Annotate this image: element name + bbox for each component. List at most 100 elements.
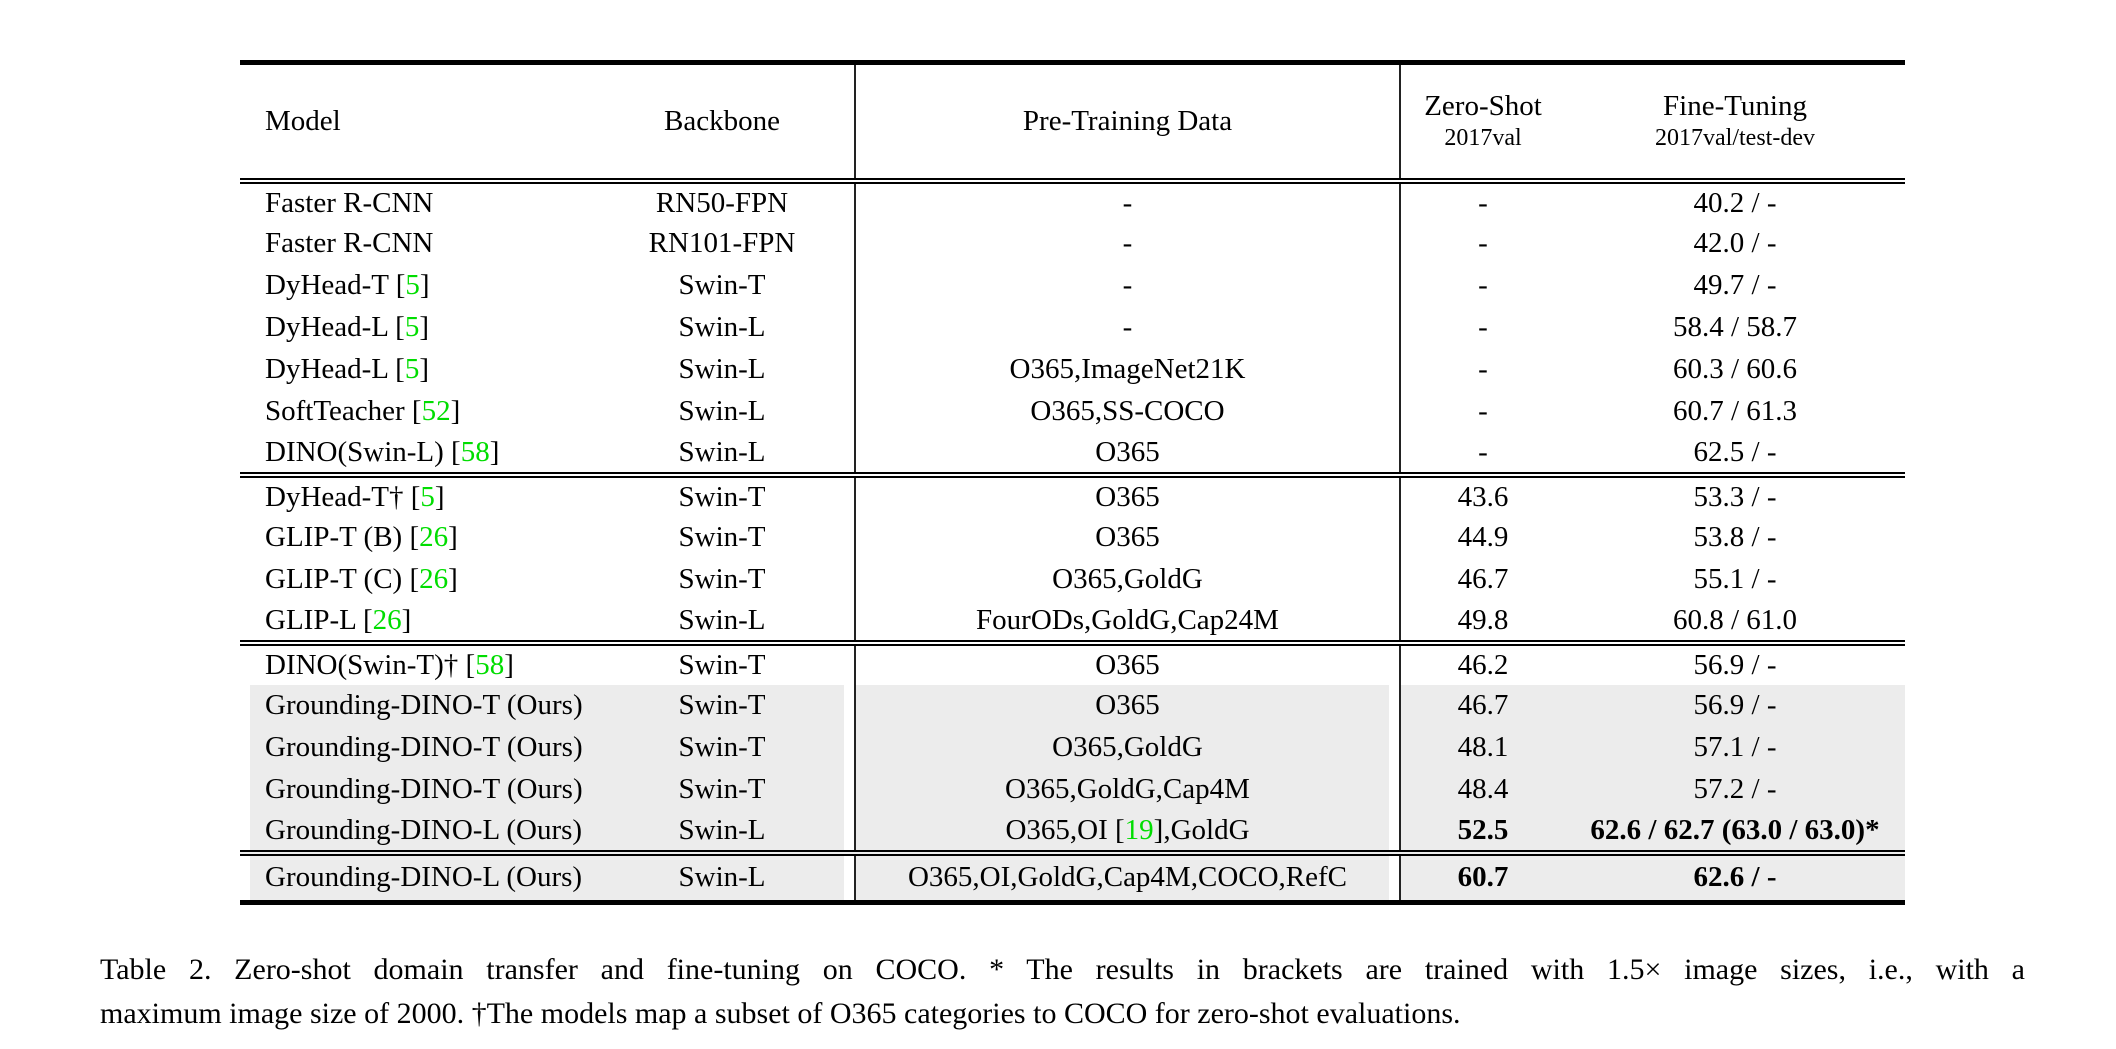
caption-line-1: Table 2. Zero-shot domain transfer and f… <box>100 953 2025 986</box>
cell-model: Grounding-DINO-T (Ours) <box>240 726 590 769</box>
cell-backbone: RN101-FPN <box>648 227 796 259</box>
cell-backbone: Swin-T <box>678 563 766 595</box>
column-header-finetuning-sub: 2017val/test-dev <box>1655 125 1815 152</box>
table-row: GLIP-T (C) [26] Swin-T O365,GoldG 46.7 55.1 … <box>240 558 1905 601</box>
cell-finetuning: 42.0 / - <box>1693 227 1777 259</box>
cell-model: Grounding-DINO-T (Ours) <box>240 684 590 727</box>
cell-backbone: Swin-L <box>678 311 766 343</box>
cell-pretraining: - <box>854 264 1400 307</box>
cell-pretraining: O365,OI,GoldG,Cap4M,COCO,RefC <box>854 849 1400 903</box>
cell-model: GLIP-T (B) [26] <box>265 521 458 553</box>
cell-model: GLIP-L [26] <box>265 603 412 636</box>
cell-model: Faster R-CNN <box>265 186 434 219</box>
cell-finetuning: 53.8 / - <box>1693 521 1777 553</box>
table-row: Faster R-CNN RN101-FPN - - 42.0 / - <box>240 222 1905 265</box>
column-header-zeroshot: Zero-Shot 2017val <box>1399 62 1565 184</box>
cell-backbone: Swin-T <box>590 471 855 517</box>
cell-backbone: Swin-T <box>590 639 855 685</box>
table-row: Grounding-DINO-T (Ours) Swin-T O365,GoldG 4… <box>240 726 1905 769</box>
cell-backbone: Swin-T <box>590 768 855 811</box>
cell-finetuning: 56.9 / - <box>1565 684 1905 727</box>
cell-zeroshot: - <box>1399 264 1565 307</box>
cell-pretraining: O365 <box>854 471 1400 517</box>
table-group-4: Grounding-DINO-L (Ours) Swin-L O365,OI,Gol… <box>240 849 1905 903</box>
cell-zeroshot: 46.2 <box>1399 639 1565 685</box>
cell-finetuning: 40.2 / - <box>1693 186 1777 219</box>
cell-finetuning: 60.7 / 61.3 <box>1672 395 1798 427</box>
cell-pretraining: O365 <box>854 516 1400 559</box>
cell-zeroshot: - <box>1399 222 1565 265</box>
citation-number: 5 <box>404 311 420 343</box>
cell-pretraining: O365 <box>854 432 1400 475</box>
table-row: Grounding-DINO-L (Ours) Swin-L O365,OI [19… <box>240 810 1905 853</box>
cell-model: Grounding-DINO-L (Ours) <box>240 849 590 903</box>
cell-finetuning: 56.9 / - <box>1565 639 1905 685</box>
table-caption: Table 2. Zero-shot domain transfer and f… <box>100 948 2025 1036</box>
cell-pretraining: O365,GoldG <box>854 558 1400 601</box>
table-group-1: Faster R-CNN RN50-FPN - -40.2 / - Faster R-C… <box>240 180 1905 475</box>
cell-model: DyHead-T [5] <box>265 269 430 301</box>
cell-pretraining: O365,GoldG <box>854 726 1400 769</box>
cell-zeroshot: 46.7 <box>1399 684 1565 727</box>
cell-pretraining: O365 <box>854 639 1400 685</box>
cell-backbone: Swin-L <box>678 353 766 385</box>
cell-backbone: Swin-T <box>590 726 855 769</box>
table-row: DyHead-T† [5] Swin-T O365 43.6 53.3 / - <box>240 471 1905 517</box>
column-header-backbone: Backbone <box>590 62 855 184</box>
cell-zeroshot: - <box>1399 348 1565 391</box>
table-row: GLIP-T (B) [26] Swin-T O365 44.9 53.8 / - <box>240 516 1905 559</box>
citation-number: 58 <box>460 435 490 468</box>
table-row: DyHead-L [5] Swin-L - - 58.4 / 58.7 <box>240 306 1905 349</box>
table-row: DyHead-T [5] Swin-T - - 49.7 / - <box>240 264 1905 307</box>
cell-model: DyHead-T† [5] <box>240 471 590 517</box>
cell-finetuning: 60.3 / 60.6 <box>1672 353 1798 385</box>
cell-zeroshot: - <box>1399 306 1565 349</box>
caption-line-2: maximum image size of 2000. †The models … <box>100 997 1461 1031</box>
cell-zeroshot: 48.4 <box>1399 768 1565 811</box>
cell-finetuning: 60.8 / 61.0 <box>1672 603 1798 636</box>
cell-zeroshot: 60.7 <box>1399 849 1565 903</box>
cell-pretraining: O365,ImageNet21K <box>854 348 1400 391</box>
cell-zeroshot: - <box>1399 432 1565 475</box>
cell-finetuning: 62.5 / - <box>1693 435 1777 468</box>
cell-model: DyHead-L [5] <box>265 311 430 343</box>
citation-number: 58 <box>475 648 505 681</box>
cell-model: DINO(Swin-T)† [58] <box>240 639 590 685</box>
cell-backbone: Swin-T <box>678 521 766 553</box>
cell-finetuning: 55.1 / - <box>1693 563 1777 595</box>
citation-number: 26 <box>419 563 449 595</box>
table-header: Model Backbone Pre-Training Data Zero-Sh… <box>240 62 1905 184</box>
cell-zeroshot: 43.6 <box>1399 471 1565 517</box>
column-header-model: Model <box>240 62 590 184</box>
results-table: Model Backbone Pre-Training Data Zero-Sh… <box>240 60 1905 905</box>
cell-finetuning: 62.6 / 62.7 (63.0 / 63.0)* <box>1565 810 1905 853</box>
cell-zeroshot: 49.8 <box>1399 600 1565 643</box>
cell-backbone: Swin-T <box>590 684 855 727</box>
cell-pretraining: O365,OI [19],GoldG <box>854 810 1400 853</box>
citation-number: 26 <box>419 521 449 553</box>
table-group-3: DINO(Swin-T)† [58] Swin-T O365 46.2 56.9 / -… <box>240 639 1905 853</box>
cell-pretraining: O365,GoldG,Cap4M <box>854 768 1400 811</box>
cell-zeroshot: 44.9 <box>1399 516 1565 559</box>
table-group-2: DyHead-T† [5] Swin-T O365 43.6 53.3 / - GLIP-… <box>240 471 1905 643</box>
cell-backbone: Swin-T <box>678 269 766 301</box>
cell-backbone: Swin-L <box>678 603 766 636</box>
citation-number: 19 <box>1124 813 1154 846</box>
column-header-pretraining: Pre-Training Data <box>854 62 1400 184</box>
citation-number: 52 <box>421 395 451 427</box>
table-row: DyHead-L [5] Swin-L O365,ImageNet21K - 60.3 … <box>240 348 1905 391</box>
cell-pretraining: FourODs,GoldG,Cap24M <box>854 600 1400 643</box>
cell-pretraining: - <box>854 180 1400 223</box>
cell-finetuning: 58.4 / 58.7 <box>1672 311 1798 343</box>
cell-backbone: RN50-FPN <box>655 186 789 219</box>
cell-backbone: Swin-L <box>590 810 855 853</box>
cell-model: DyHead-L [5] <box>265 353 430 385</box>
cell-zeroshot: - <box>1399 180 1565 223</box>
table-row: DINO(Swin-L) [58] Swin-L O365- 62.5 / - <box>240 432 1905 475</box>
column-header-finetuning: Fine-Tuning 2017val/test-dev <box>1565 62 1905 184</box>
cell-pretraining: O365,SS-COCO <box>854 390 1400 433</box>
cell-finetuning: 57.1 / - <box>1565 726 1905 769</box>
column-header-zeroshot-title: Zero-Shot <box>1424 90 1542 123</box>
table-row: Grounding-DINO-T (Ours) Swin-T O365,GoldG,… <box>240 768 1905 811</box>
cell-zeroshot: 52.5 <box>1399 810 1565 853</box>
